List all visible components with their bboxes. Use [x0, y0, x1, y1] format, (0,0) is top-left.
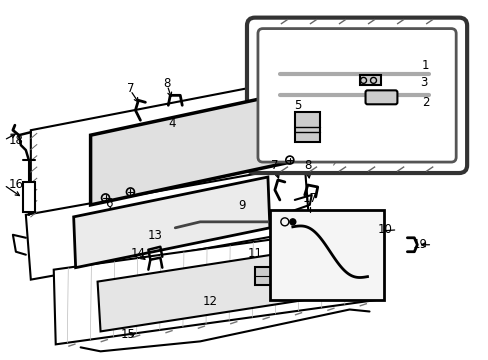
Polygon shape	[74, 177, 269, 268]
Text: 1: 1	[421, 59, 428, 72]
Polygon shape	[26, 165, 309, 280]
FancyBboxPatch shape	[365, 90, 397, 104]
Bar	[254, 267, 289, 285]
Text: 5: 5	[293, 99, 301, 112]
Text: 15: 15	[121, 328, 136, 341]
Text: 4: 4	[168, 117, 176, 130]
Text: 2: 2	[421, 96, 428, 109]
Text: 13: 13	[147, 229, 163, 242]
Text: 3: 3	[419, 76, 427, 89]
Polygon shape	[31, 71, 339, 220]
Text: 8: 8	[304, 159, 311, 172]
FancyBboxPatch shape	[258, 28, 455, 162]
Text: 17: 17	[302, 192, 317, 205]
Bar	[359, 75, 381, 85]
Text: 8: 8	[163, 77, 171, 90]
Text: 7: 7	[270, 159, 278, 172]
Text: 12: 12	[202, 294, 217, 307]
Text: 16: 16	[9, 179, 24, 192]
Polygon shape	[98, 245, 339, 332]
Bar	[23, 182, 35, 212]
Text: 14: 14	[131, 247, 145, 260]
Text: 9: 9	[238, 199, 245, 212]
Text: 10: 10	[377, 223, 392, 236]
Polygon shape	[54, 225, 379, 345]
Text: 11: 11	[247, 247, 262, 260]
Text: 6: 6	[104, 197, 112, 210]
Polygon shape	[90, 90, 299, 205]
Text: 7: 7	[126, 82, 134, 95]
Text: 18: 18	[9, 134, 24, 147]
Bar	[294, 112, 319, 142]
FancyBboxPatch shape	[246, 18, 466, 173]
Bar	[269, 210, 384, 300]
Text: 19: 19	[411, 238, 427, 251]
Circle shape	[289, 219, 295, 225]
